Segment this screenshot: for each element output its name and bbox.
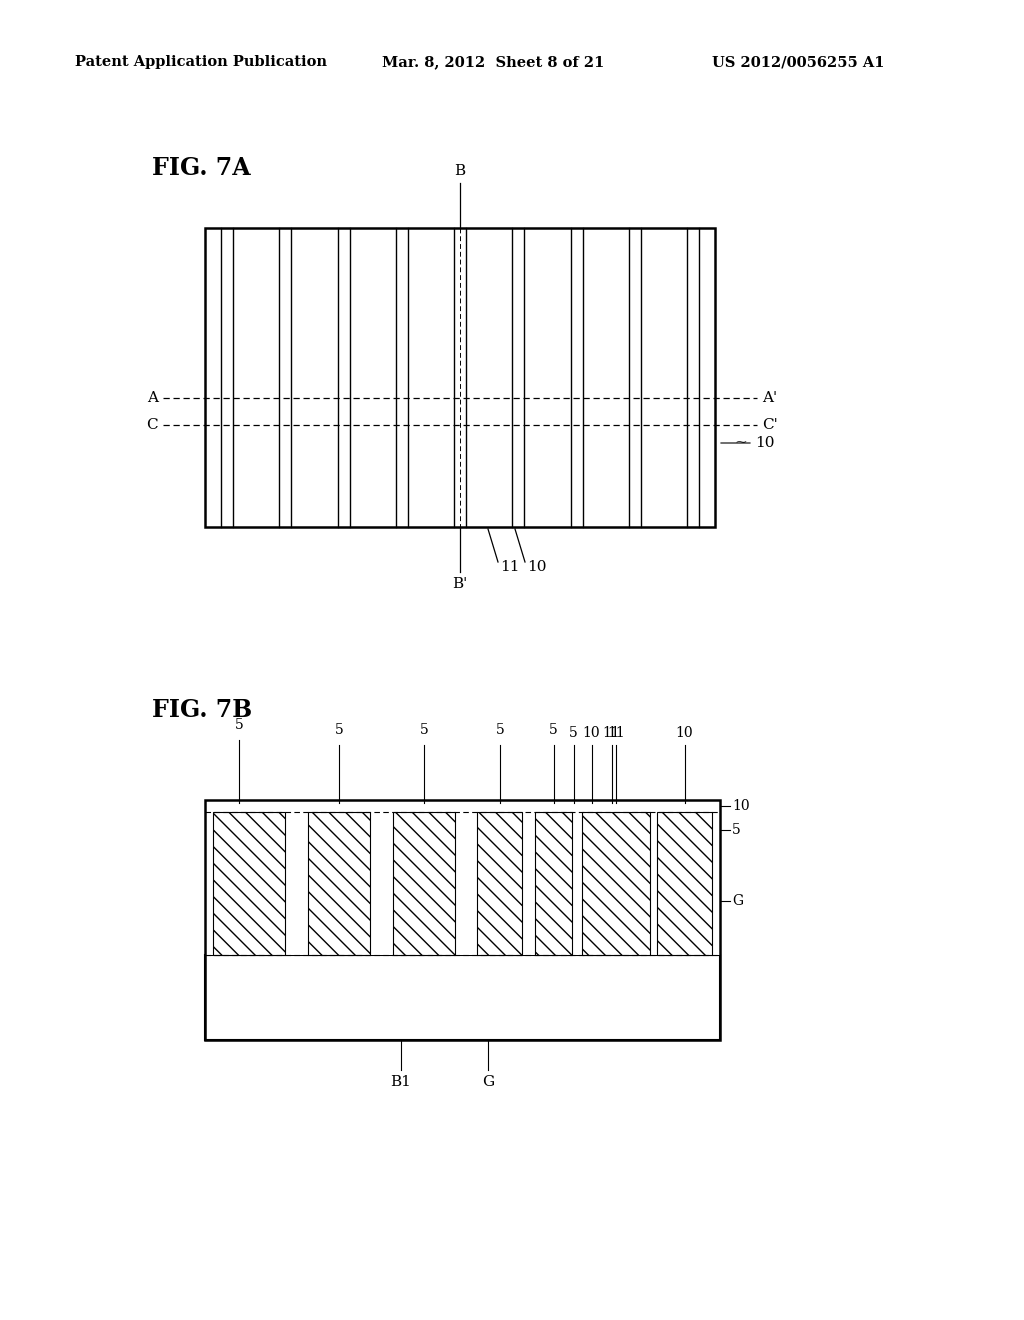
Bar xyxy=(205,847,720,954)
Text: Patent Application Publication: Patent Application Publication xyxy=(75,55,327,69)
Bar xyxy=(535,812,572,954)
Bar xyxy=(308,812,371,954)
Text: 10: 10 xyxy=(755,436,774,450)
Text: B': B' xyxy=(453,577,468,591)
Text: ~: ~ xyxy=(734,436,746,450)
Text: FIG. 7A: FIG. 7A xyxy=(152,156,251,180)
Text: C': C' xyxy=(762,418,778,432)
Text: 10: 10 xyxy=(583,726,600,741)
Text: G: G xyxy=(482,1074,495,1089)
Text: 5: 5 xyxy=(549,723,558,737)
Text: 5: 5 xyxy=(234,718,244,733)
Bar xyxy=(205,954,720,1040)
Bar xyxy=(477,812,522,954)
Text: G: G xyxy=(732,894,743,908)
Bar xyxy=(205,954,720,1040)
Bar xyxy=(213,812,286,954)
Text: 5: 5 xyxy=(732,822,740,837)
Text: 5: 5 xyxy=(569,726,578,741)
Text: A': A' xyxy=(762,391,777,405)
Text: 5: 5 xyxy=(420,723,428,737)
Bar xyxy=(583,812,649,954)
Text: 11: 11 xyxy=(603,726,621,741)
Text: 11: 11 xyxy=(500,560,519,574)
Text: 11: 11 xyxy=(607,726,625,741)
Text: 10: 10 xyxy=(732,799,750,813)
Text: Mar. 8, 2012  Sheet 8 of 21: Mar. 8, 2012 Sheet 8 of 21 xyxy=(382,55,604,69)
Bar xyxy=(205,228,715,527)
Text: A: A xyxy=(147,391,158,405)
Text: B1: B1 xyxy=(390,1074,412,1089)
Text: 10: 10 xyxy=(527,560,547,574)
Bar xyxy=(205,800,720,812)
Bar xyxy=(392,812,455,954)
Text: FIG. 7B: FIG. 7B xyxy=(152,698,252,722)
Bar xyxy=(205,800,720,1040)
Text: 5: 5 xyxy=(496,723,504,737)
Text: 5: 5 xyxy=(335,723,343,737)
Bar xyxy=(657,812,712,954)
Text: 10: 10 xyxy=(676,726,693,741)
Text: US 2012/0056255 A1: US 2012/0056255 A1 xyxy=(712,55,885,69)
Text: B: B xyxy=(455,164,466,178)
Text: C: C xyxy=(146,418,158,432)
